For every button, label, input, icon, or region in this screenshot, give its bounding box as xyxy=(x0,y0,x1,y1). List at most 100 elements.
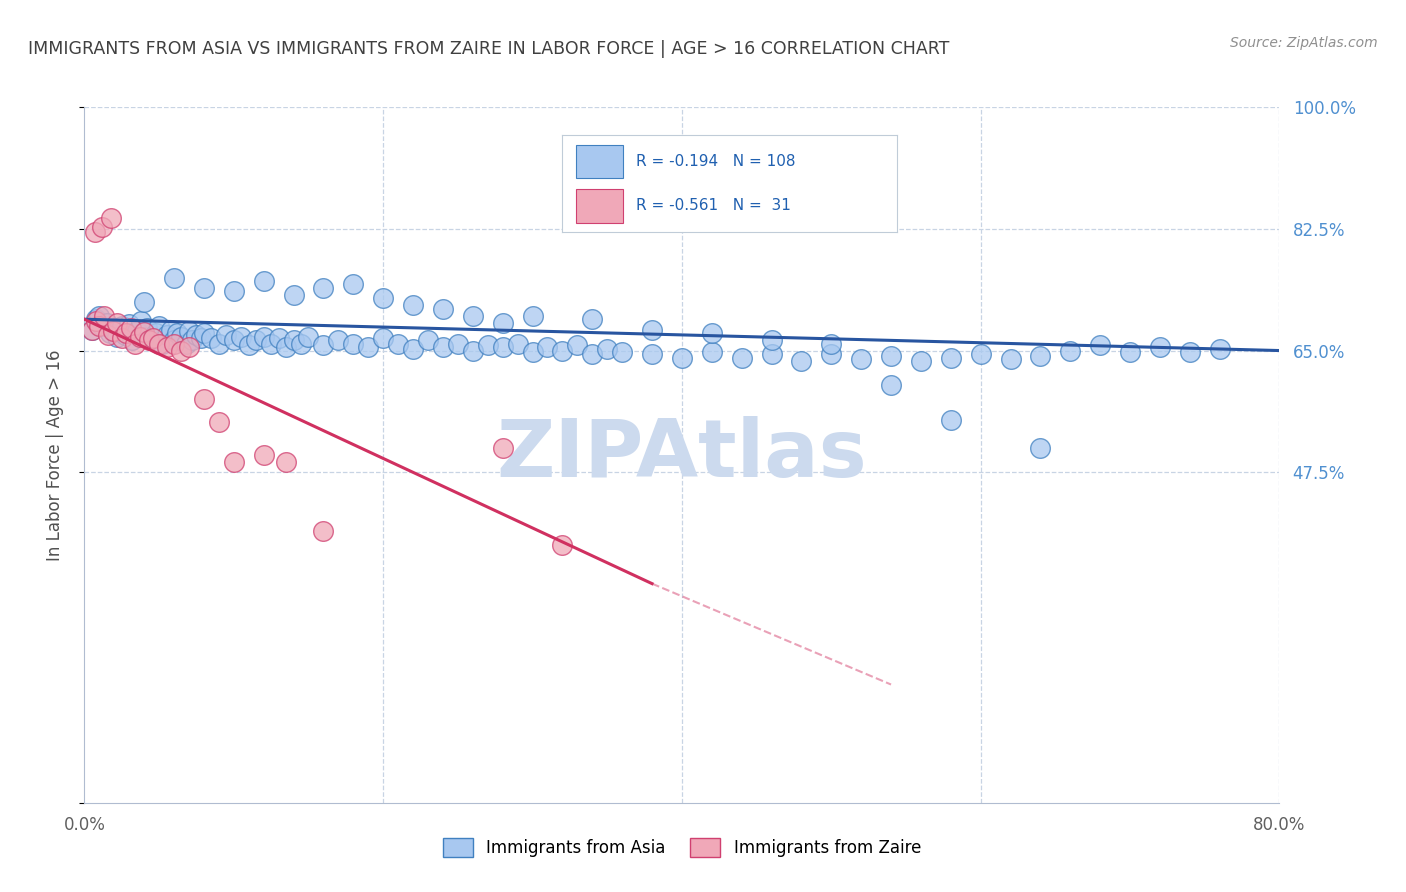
Point xyxy=(222,455,245,469)
Point xyxy=(136,321,159,335)
Point xyxy=(416,333,439,347)
Point xyxy=(820,336,842,351)
Point xyxy=(1149,340,1171,354)
Point xyxy=(1029,349,1052,363)
Point xyxy=(186,328,208,343)
Point xyxy=(208,415,231,429)
Point xyxy=(91,319,114,334)
Point xyxy=(166,326,188,340)
Point xyxy=(297,329,319,343)
Point xyxy=(492,316,515,330)
Point xyxy=(97,328,120,343)
Point xyxy=(283,333,305,347)
Point xyxy=(80,323,103,337)
Point xyxy=(387,336,409,351)
Point xyxy=(125,324,148,338)
Point xyxy=(148,336,170,351)
Point xyxy=(193,392,215,407)
Point xyxy=(551,343,574,358)
Point xyxy=(461,309,484,323)
Point xyxy=(129,314,152,328)
Point xyxy=(98,326,121,340)
Point xyxy=(1090,338,1112,352)
Point xyxy=(132,294,156,309)
Point xyxy=(128,329,150,343)
Point xyxy=(1059,343,1081,358)
Text: ZIPAtlas: ZIPAtlas xyxy=(496,416,868,494)
Point xyxy=(432,301,454,316)
Point xyxy=(612,345,634,359)
Point xyxy=(103,323,125,337)
Point xyxy=(231,329,253,343)
Point xyxy=(1029,441,1052,455)
Point xyxy=(761,347,783,361)
Point xyxy=(432,340,454,354)
Point xyxy=(700,326,723,340)
Point xyxy=(148,319,170,334)
Point xyxy=(208,336,231,351)
Point xyxy=(522,345,544,359)
Point xyxy=(215,328,238,343)
Point xyxy=(581,347,603,361)
Point xyxy=(939,413,962,427)
Point xyxy=(114,328,136,343)
Point xyxy=(880,349,903,363)
Point xyxy=(222,285,245,299)
Point xyxy=(373,331,395,345)
Point xyxy=(312,338,335,352)
Point xyxy=(132,329,156,343)
Point xyxy=(245,333,267,347)
Point xyxy=(596,342,619,356)
Point xyxy=(132,326,156,340)
Point xyxy=(80,323,103,337)
Point xyxy=(163,333,186,347)
Point xyxy=(115,326,138,340)
Point xyxy=(142,331,165,345)
Point xyxy=(253,329,276,343)
Point xyxy=(174,336,197,351)
Point xyxy=(581,312,603,326)
Point xyxy=(89,309,111,323)
Point xyxy=(105,329,128,343)
Point xyxy=(86,312,108,326)
Point xyxy=(222,333,245,347)
Point xyxy=(260,336,283,351)
Point xyxy=(1000,351,1022,366)
Point xyxy=(120,321,142,335)
Point xyxy=(177,324,200,338)
Point xyxy=(461,343,484,358)
Point xyxy=(238,338,260,352)
Point xyxy=(700,345,723,359)
Text: IMMIGRANTS FROM ASIA VS IMMIGRANTS FROM ZAIRE IN LABOR FORCE | AGE > 16 CORRELAT: IMMIGRANTS FROM ASIA VS IMMIGRANTS FROM … xyxy=(28,40,949,58)
Point xyxy=(731,351,754,365)
Point xyxy=(93,309,115,323)
Point xyxy=(150,336,173,351)
Point xyxy=(551,538,574,552)
Point xyxy=(267,331,290,345)
Point xyxy=(163,336,186,351)
Point xyxy=(138,333,160,347)
Point xyxy=(83,225,105,239)
Point xyxy=(274,340,297,354)
Point xyxy=(274,455,297,469)
Point xyxy=(477,338,499,352)
Point xyxy=(357,340,380,354)
Point xyxy=(1178,345,1201,359)
Point xyxy=(1119,345,1142,359)
Point xyxy=(111,319,134,334)
Point xyxy=(105,316,128,330)
Point xyxy=(342,336,364,351)
Point xyxy=(641,347,664,361)
Point xyxy=(492,441,515,455)
Point xyxy=(193,281,215,295)
Point xyxy=(101,324,124,338)
Point xyxy=(160,323,183,337)
Point xyxy=(641,323,664,337)
Point xyxy=(567,338,589,352)
Point xyxy=(141,331,163,345)
Point xyxy=(761,333,783,347)
Point xyxy=(86,314,108,328)
Point xyxy=(253,274,276,288)
Point xyxy=(91,219,114,234)
Point xyxy=(402,342,425,356)
